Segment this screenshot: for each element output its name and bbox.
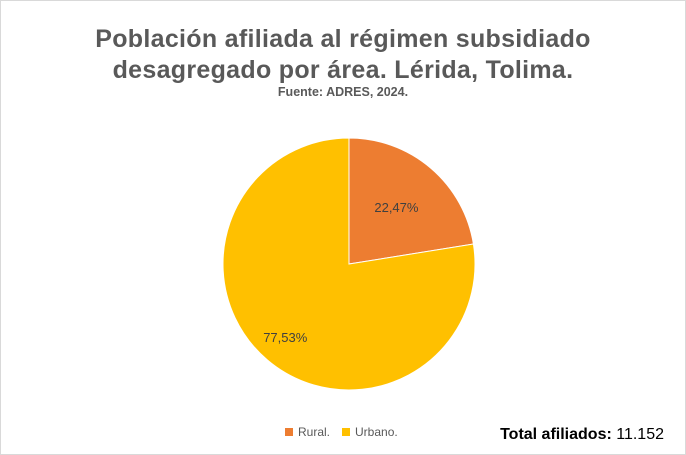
total-affiliates-value: 11.152 — [616, 426, 664, 443]
legend-label-urbano: Urbano. — [355, 425, 398, 439]
pie-slice-urbano — [222, 137, 476, 391]
chart-title-line-2: desagregado por área. Lérida, Tolima. — [112, 56, 574, 84]
chart-legend: Rural. Urbano. — [285, 425, 410, 439]
total-affiliates-label: Total afiliados: — [500, 426, 612, 443]
legend-item-rural: Rural. — [285, 425, 330, 439]
legend-swatch-urbano — [342, 428, 351, 436]
pie-data-label-rural: 22,47% — [374, 200, 419, 215]
legend-item-urbano: Urbano. — [342, 425, 398, 439]
chart-title: Población afiliada al régimen subsidiado… — [0, 24, 686, 86]
pie-slice-rural — [348, 137, 474, 265]
chart-title-line-1: Población afiliada al régimen subsidiado — [95, 25, 591, 53]
legend-swatch-rural — [285, 428, 293, 436]
pie-data-label-urbano: 77,53% — [263, 330, 308, 345]
total-affiliates: Total afiliados: 11.152 — [500, 426, 664, 444]
chart-subtitle: Fuente: ADRES, 2024. — [277, 85, 409, 99]
legend-label-rural: Rural. — [298, 425, 331, 439]
